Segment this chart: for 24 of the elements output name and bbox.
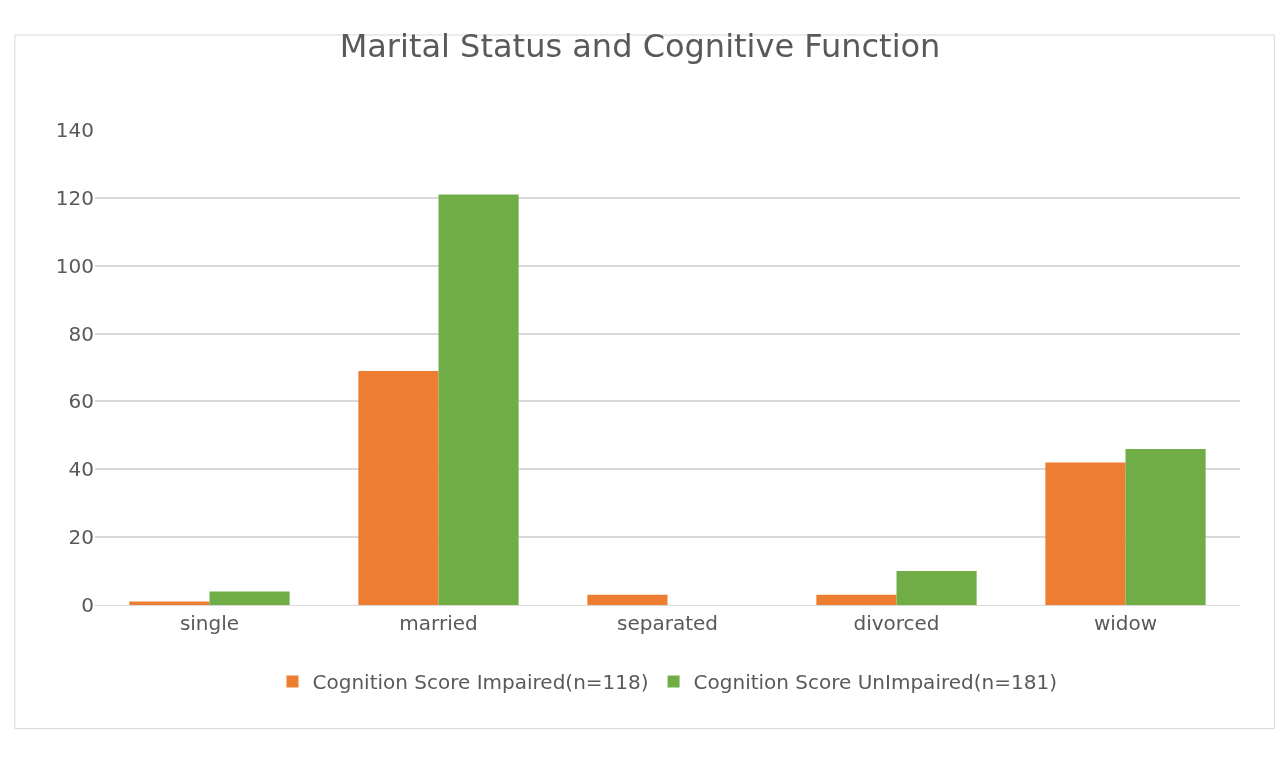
y-tick-label: 120 (55, 185, 94, 210)
bar (1125, 448, 1206, 605)
bar (816, 594, 897, 605)
x-tick-label: divorced (853, 611, 940, 635)
bar (209, 591, 290, 605)
x-tick-label: widow (1093, 611, 1158, 635)
bar (896, 571, 977, 605)
y-tick-label: 80 (68, 321, 94, 346)
x-tick-label: married (399, 611, 478, 635)
x-tick-label: separated (617, 611, 718, 635)
bar (358, 370, 439, 605)
y-tick-label: 0 (81, 593, 94, 617)
bar (587, 594, 668, 605)
y-tick-label: 100 (55, 253, 94, 278)
y-tick-label: 40 (68, 457, 94, 482)
bar (1045, 462, 1126, 605)
bar (438, 194, 519, 605)
chart-title: Marital Status and Cognitive Function (339, 27, 941, 66)
legend-label: Cognition Score Impaired(n=118) (312, 670, 649, 695)
y-tick-label: 140 (55, 118, 94, 142)
y-tick-label: 20 (68, 525, 94, 550)
y-tick-label: 60 (68, 389, 94, 414)
legend-label: Cognition Score UnImpaired(n=181) (693, 670, 1057, 695)
x-tick-label: single (179, 611, 240, 635)
